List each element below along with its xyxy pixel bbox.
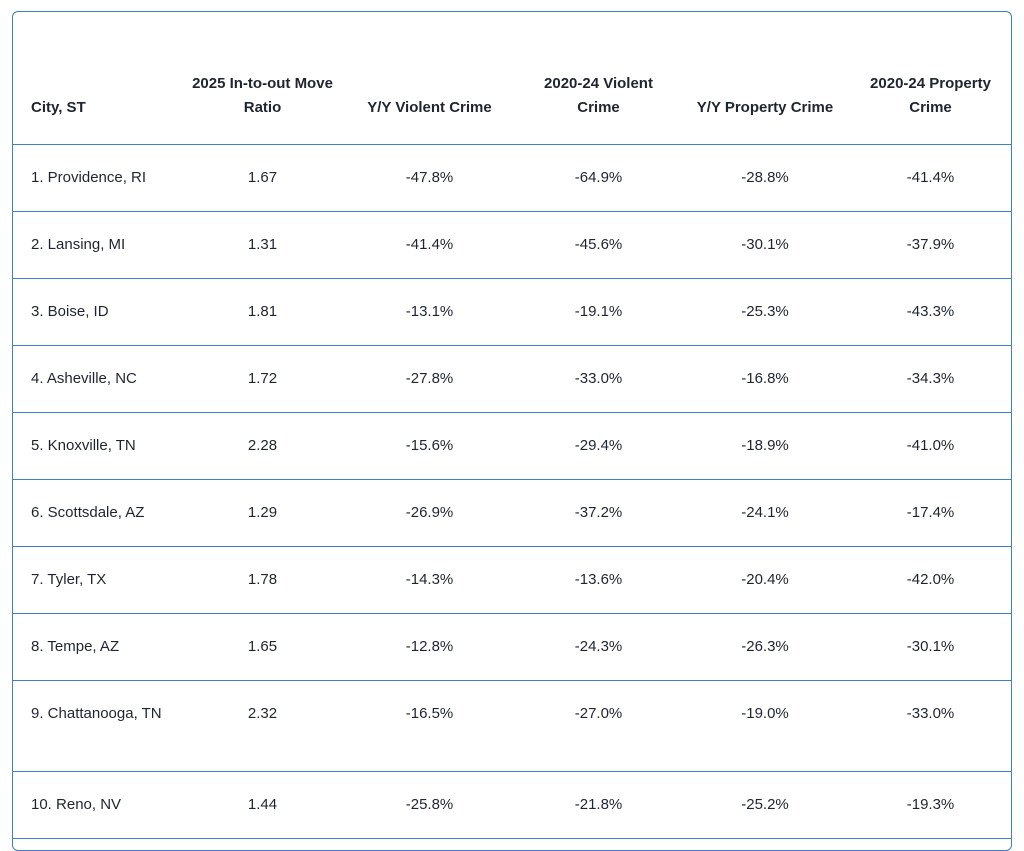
property-crime-2020-24-cell: -30.1% bbox=[848, 613, 1011, 681]
move-ratio-cell: 2.28 bbox=[181, 412, 344, 480]
move-ratio-cell: 1.67 bbox=[181, 144, 344, 212]
city-cell: 10. Reno, NV bbox=[13, 771, 181, 839]
move-ratio-cell: 1.65 bbox=[181, 613, 344, 681]
yy-property-crime-cell: -25.3% bbox=[682, 278, 848, 346]
property-crime-2020-24-cell: -37.9% bbox=[848, 211, 1011, 279]
table-row: 8. Tempe, AZ 1.65 -12.8% -24.3% -26.3% -30.1% bbox=[13, 613, 1011, 681]
yy-violent-crime-cell: -12.8% bbox=[344, 613, 515, 681]
move-ratio-cell: 1.31 bbox=[181, 211, 344, 279]
property-crime-2020-24-cell: -41.4% bbox=[848, 144, 1011, 212]
yy-violent-crime-cell: -27.8% bbox=[344, 345, 515, 413]
property-crime-2020-24-cell: -43.3% bbox=[848, 278, 1011, 346]
table-row: 9. Chattanooga, TN 2.32 -16.5% -27.0% -19.0%… bbox=[13, 680, 1011, 772]
table-row: 5. Knoxville, TN 2.28 -15.6% -29.4% -18.9% -4… bbox=[13, 412, 1011, 480]
header-yy-violent-crime: Y/Y Violent Crime bbox=[344, 12, 515, 145]
violent-crime-2020-24-cell: -19.1% bbox=[515, 278, 682, 346]
table-row: 10. Reno, NV 1.44 -25.8% -21.8% -25.2% -19.3% bbox=[13, 771, 1011, 839]
yy-property-crime-cell: -28.8% bbox=[682, 144, 848, 212]
move-ratio-cell: 2.32 bbox=[181, 680, 344, 772]
table-body: 1. Providence, RI 1.67 -47.8% -64.9% -28.8% -… bbox=[13, 144, 1011, 839]
table-header: City, ST 2025 In-to-out Move Ratio Y/Y V… bbox=[13, 12, 1011, 145]
yy-violent-crime-cell: -13.1% bbox=[344, 278, 515, 346]
violent-crime-2020-24-cell: -37.2% bbox=[515, 479, 682, 547]
violent-crime-2020-24-cell: -45.6% bbox=[515, 211, 682, 279]
violent-crime-2020-24-cell: -29.4% bbox=[515, 412, 682, 480]
city-cell: 7. Tyler, TX bbox=[13, 546, 181, 614]
property-crime-2020-24-cell: -33.0% bbox=[848, 680, 1011, 772]
city-cell: 2. Lansing, MI bbox=[13, 211, 181, 279]
header-2020-24-property-crime: 2020-24 Property Crime bbox=[848, 12, 1011, 145]
yy-property-crime-cell: -16.8% bbox=[682, 345, 848, 413]
city-cell: 1. Providence, RI bbox=[13, 144, 181, 212]
table-row: 7. Tyler, TX 1.78 -14.3% -13.6% -20.4% -42.0% bbox=[13, 546, 1011, 614]
move-ratio-cell: 1.81 bbox=[181, 278, 344, 346]
property-crime-2020-24-cell: -42.0% bbox=[848, 546, 1011, 614]
table-row: 6. Scottsdale, AZ 1.29 -26.9% -37.2% -24.1% -… bbox=[13, 479, 1011, 547]
yy-violent-crime-cell: -41.4% bbox=[344, 211, 515, 279]
city-cell: 8. Tempe, AZ bbox=[13, 613, 181, 681]
yy-property-crime-cell: -24.1% bbox=[682, 479, 848, 547]
violent-crime-2020-24-cell: -64.9% bbox=[515, 144, 682, 212]
crime-table-container: City, ST 2025 In-to-out Move Ratio Y/Y V… bbox=[12, 11, 1012, 851]
property-crime-2020-24-cell: -19.3% bbox=[848, 771, 1011, 839]
move-ratio-cell: 1.29 bbox=[181, 479, 344, 547]
yy-violent-crime-cell: -47.8% bbox=[344, 144, 515, 212]
table-row: 2. Lansing, MI 1.31 -41.4% -45.6% -30.1% -37.… bbox=[13, 211, 1011, 279]
city-cell: 4. Asheville, NC bbox=[13, 345, 181, 413]
yy-property-crime-cell: -25.2% bbox=[682, 771, 848, 839]
property-crime-2020-24-cell: -17.4% bbox=[848, 479, 1011, 547]
table-row: 3. Boise, ID 1.81 -13.1% -19.1% -25.3% -43.3% bbox=[13, 278, 1011, 346]
yy-property-crime-cell: -30.1% bbox=[682, 211, 848, 279]
violent-crime-2020-24-cell: -24.3% bbox=[515, 613, 682, 681]
header-move-ratio: 2025 In-to-out Move Ratio bbox=[181, 12, 344, 145]
yy-violent-crime-cell: -25.8% bbox=[344, 771, 515, 839]
header-yy-property-crime: Y/Y Property Crime bbox=[682, 12, 848, 145]
yy-violent-crime-cell: -16.5% bbox=[344, 680, 515, 772]
property-crime-2020-24-cell: -41.0% bbox=[848, 412, 1011, 480]
header-row: City, ST 2025 In-to-out Move Ratio Y/Y V… bbox=[13, 12, 1011, 145]
violent-crime-2020-24-cell: -27.0% bbox=[515, 680, 682, 772]
move-ratio-cell: 1.72 bbox=[181, 345, 344, 413]
header-city: City, ST bbox=[13, 12, 181, 145]
property-crime-2020-24-cell: -34.3% bbox=[848, 345, 1011, 413]
city-cell: 6. Scottsdale, AZ bbox=[13, 479, 181, 547]
move-ratio-cell: 1.44 bbox=[181, 771, 344, 839]
city-cell: 9. Chattanooga, TN bbox=[13, 680, 181, 772]
violent-crime-2020-24-cell: -21.8% bbox=[515, 771, 682, 839]
yy-property-crime-cell: -20.4% bbox=[682, 546, 848, 614]
crime-table: City, ST 2025 In-to-out Move Ratio Y/Y V… bbox=[13, 12, 1011, 839]
yy-property-crime-cell: -19.0% bbox=[682, 680, 848, 772]
table-row: 1. Providence, RI 1.67 -47.8% -64.9% -28.8% -… bbox=[13, 144, 1011, 212]
yy-violent-crime-cell: -26.9% bbox=[344, 479, 515, 547]
move-ratio-cell: 1.78 bbox=[181, 546, 344, 614]
violent-crime-2020-24-cell: -13.6% bbox=[515, 546, 682, 614]
header-2020-24-violent-crime: 2020-24 Violent Crime bbox=[515, 12, 682, 145]
yy-property-crime-cell: -18.9% bbox=[682, 412, 848, 480]
city-cell: 5. Knoxville, TN bbox=[13, 412, 181, 480]
yy-property-crime-cell: -26.3% bbox=[682, 613, 848, 681]
yy-violent-crime-cell: -15.6% bbox=[344, 412, 515, 480]
table-row: 4. Asheville, NC 1.72 -27.8% -33.0% -16.8% -3… bbox=[13, 345, 1011, 413]
yy-violent-crime-cell: -14.3% bbox=[344, 546, 515, 614]
violent-crime-2020-24-cell: -33.0% bbox=[515, 345, 682, 413]
city-cell: 3. Boise, ID bbox=[13, 278, 181, 346]
